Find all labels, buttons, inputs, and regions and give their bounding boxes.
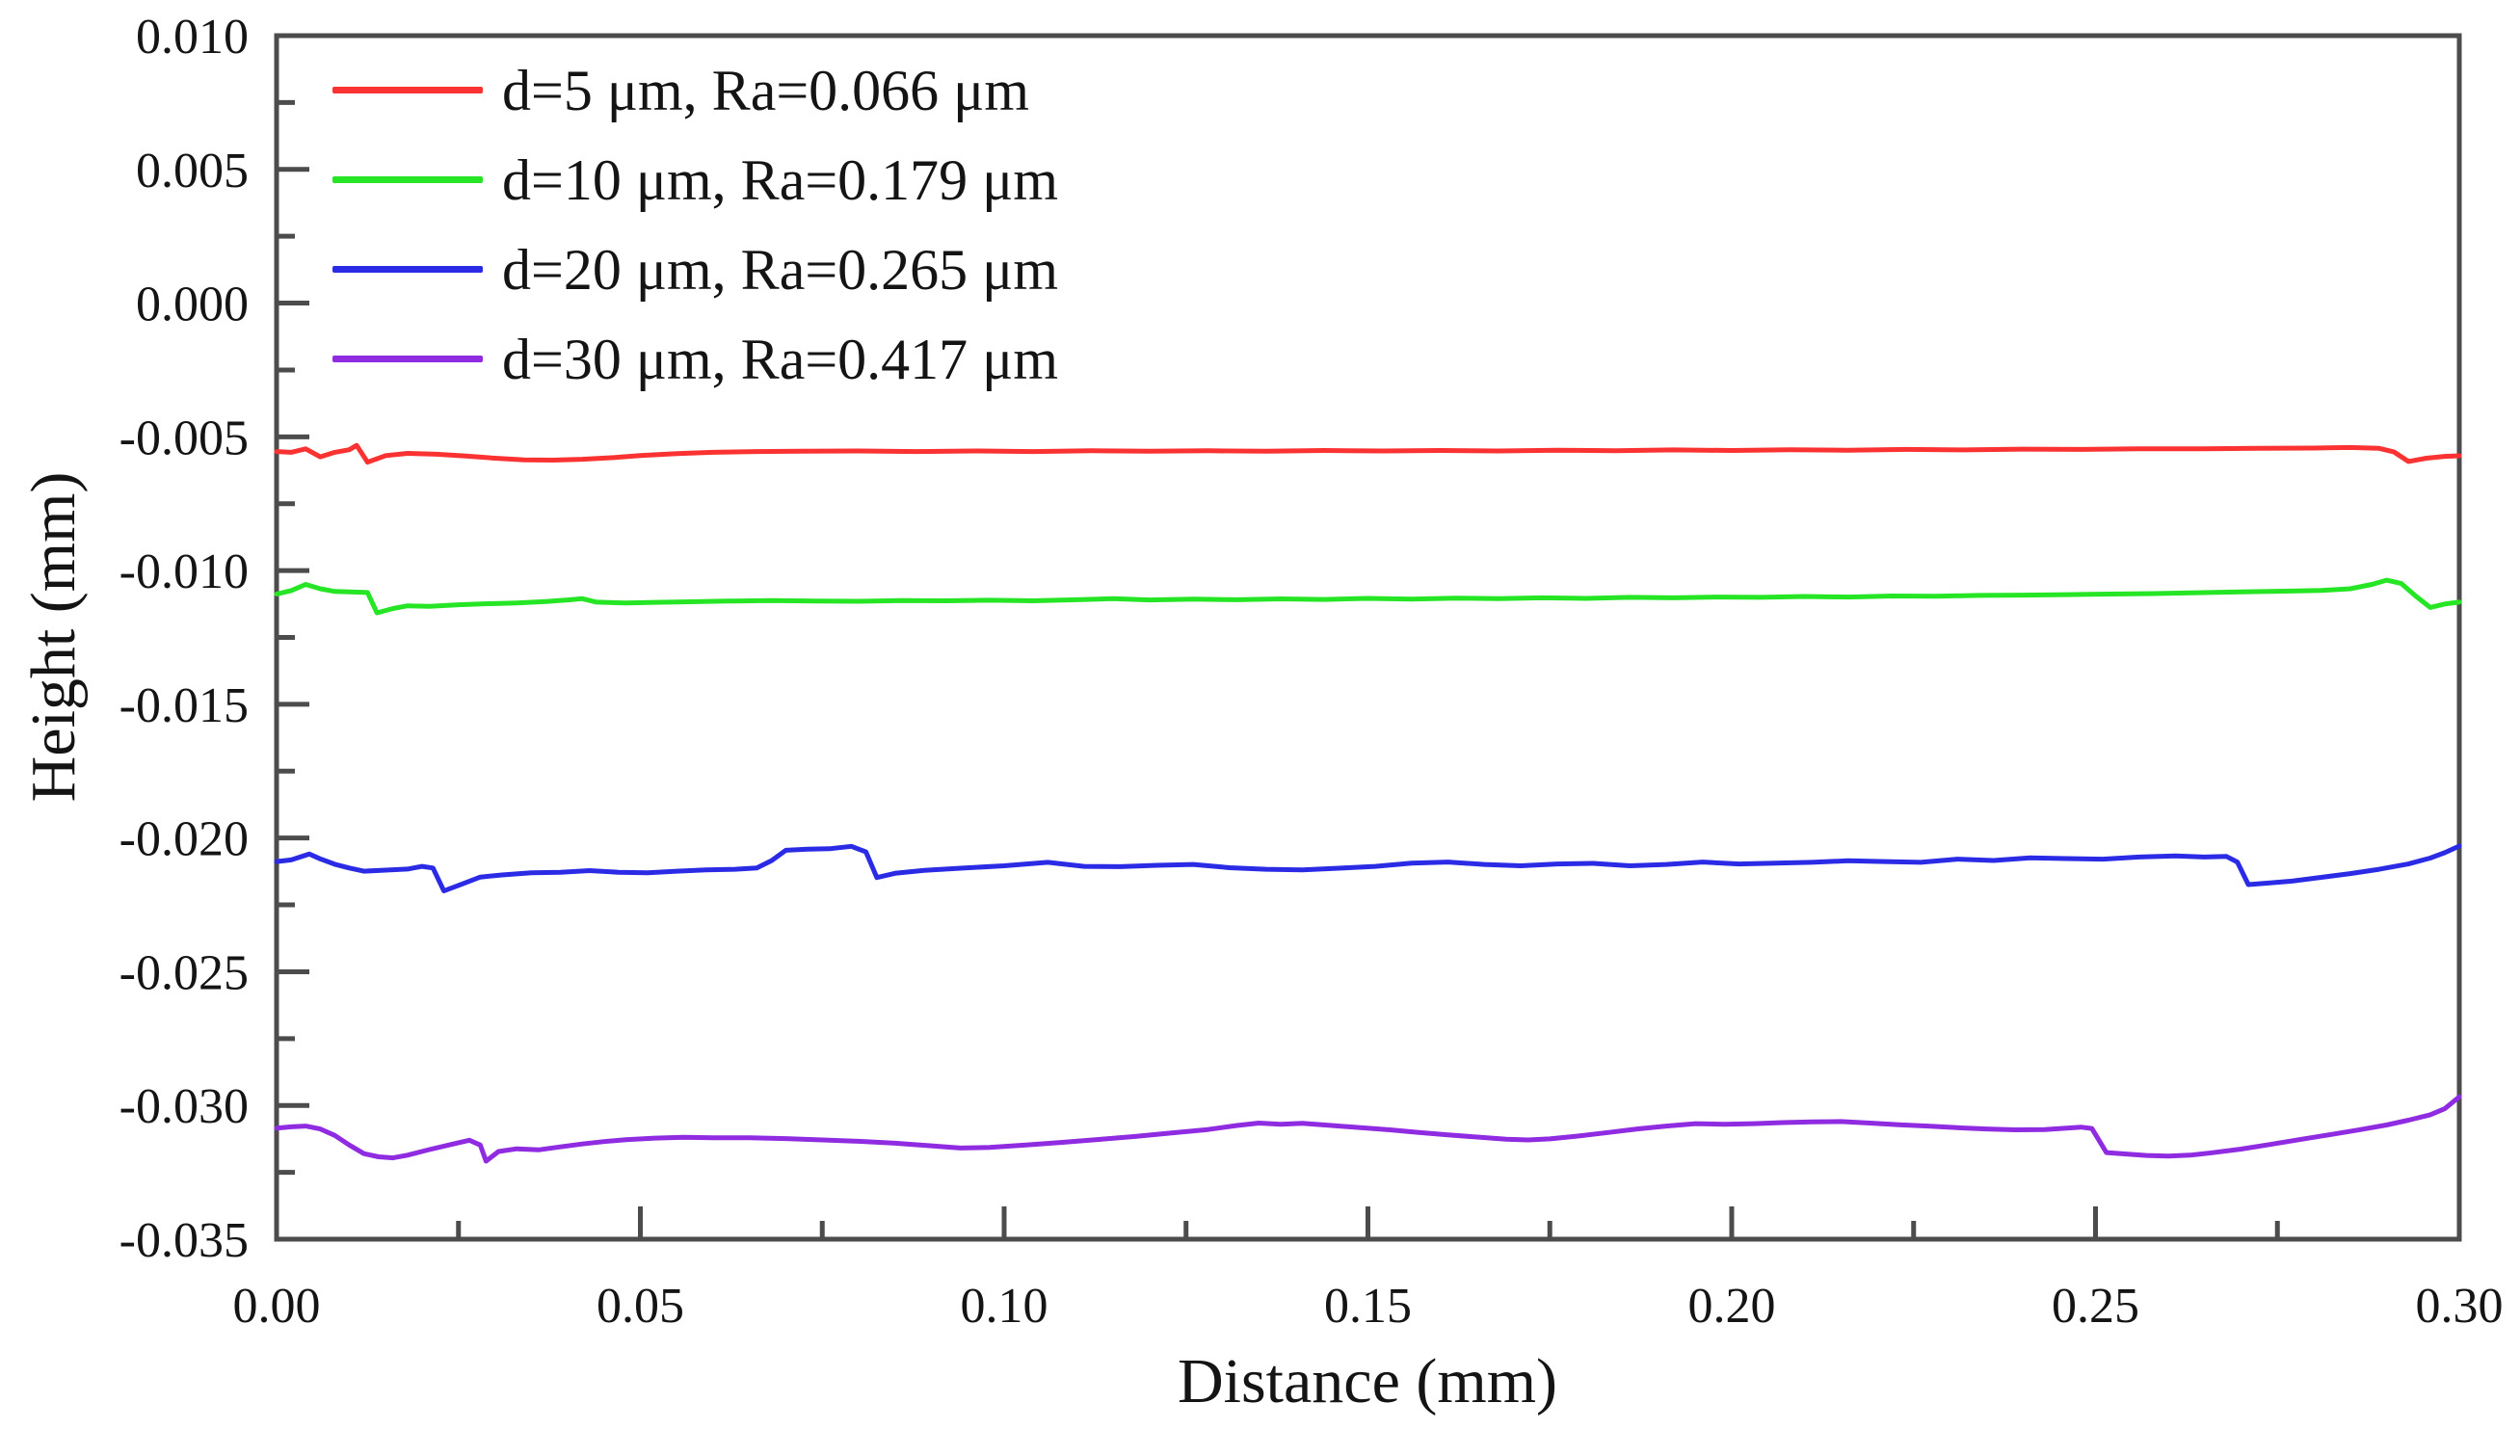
- y-tick-label: 0.000: [136, 278, 249, 332]
- series-line-d10: [274, 577, 2462, 616]
- y-tick-label: -0.025: [119, 945, 249, 1000]
- legend-line-swatch-blue: [332, 266, 483, 273]
- series-line-d20: [274, 843, 2462, 894]
- y-tick-label: -0.020: [119, 812, 249, 867]
- legend-item: d=5 μm, Ra=0.066 μm: [332, 45, 1058, 135]
- legend-item: d=20 μm, Ra=0.265 μm: [332, 225, 1058, 314]
- y-tick-label: 0.010: [136, 10, 249, 65]
- legend-item: d=10 μm, Ra=0.179 μm: [332, 135, 1058, 225]
- legend-item: d=30 μm, Ra=0.417 μm: [332, 314, 1058, 404]
- plot-frame: [274, 33, 2462, 1242]
- x-tick-label: 0.00: [233, 1279, 321, 1334]
- x-tick-label: 0.05: [597, 1279, 684, 1334]
- y-axis-title: Height (mm): [18, 471, 89, 803]
- legend-label: d=5 μm, Ra=0.066 μm: [502, 58, 1030, 122]
- series-line-d5: [274, 442, 2462, 465]
- x-tick-label: 0.10: [961, 1279, 1048, 1334]
- x-tick-label: 0.30: [2416, 1279, 2504, 1334]
- series-line-d30: [274, 1094, 2462, 1164]
- legend-label: d=10 μm, Ra=0.179 μm: [502, 147, 1059, 212]
- legend-label: d=30 μm, Ra=0.417 μm: [502, 327, 1059, 391]
- y-tick-label: -0.015: [119, 678, 249, 733]
- x-tick-label: 0.20: [1688, 1279, 1776, 1334]
- y-tick-label: -0.010: [119, 544, 249, 599]
- legend: d=5 μm, Ra=0.066 μm d=10 μm, Ra=0.179 μm…: [332, 45, 1058, 404]
- legend-line-swatch-green: [332, 176, 483, 183]
- y-tick-label: 0.005: [136, 144, 249, 199]
- legend-line-swatch-purple: [332, 356, 483, 362]
- legend-line-swatch-red: [332, 87, 483, 93]
- x-tick-label: 0.25: [2052, 1279, 2139, 1334]
- y-tick-label: -0.005: [119, 410, 249, 465]
- legend-label: d=20 μm, Ra=0.265 μm: [502, 237, 1059, 302]
- y-tick-label: -0.035: [119, 1213, 249, 1268]
- x-tick-label: 0.15: [1324, 1279, 1412, 1334]
- x-axis-title: Distance (mm): [1177, 1346, 1558, 1416]
- y-tick-label: -0.030: [119, 1079, 249, 1134]
